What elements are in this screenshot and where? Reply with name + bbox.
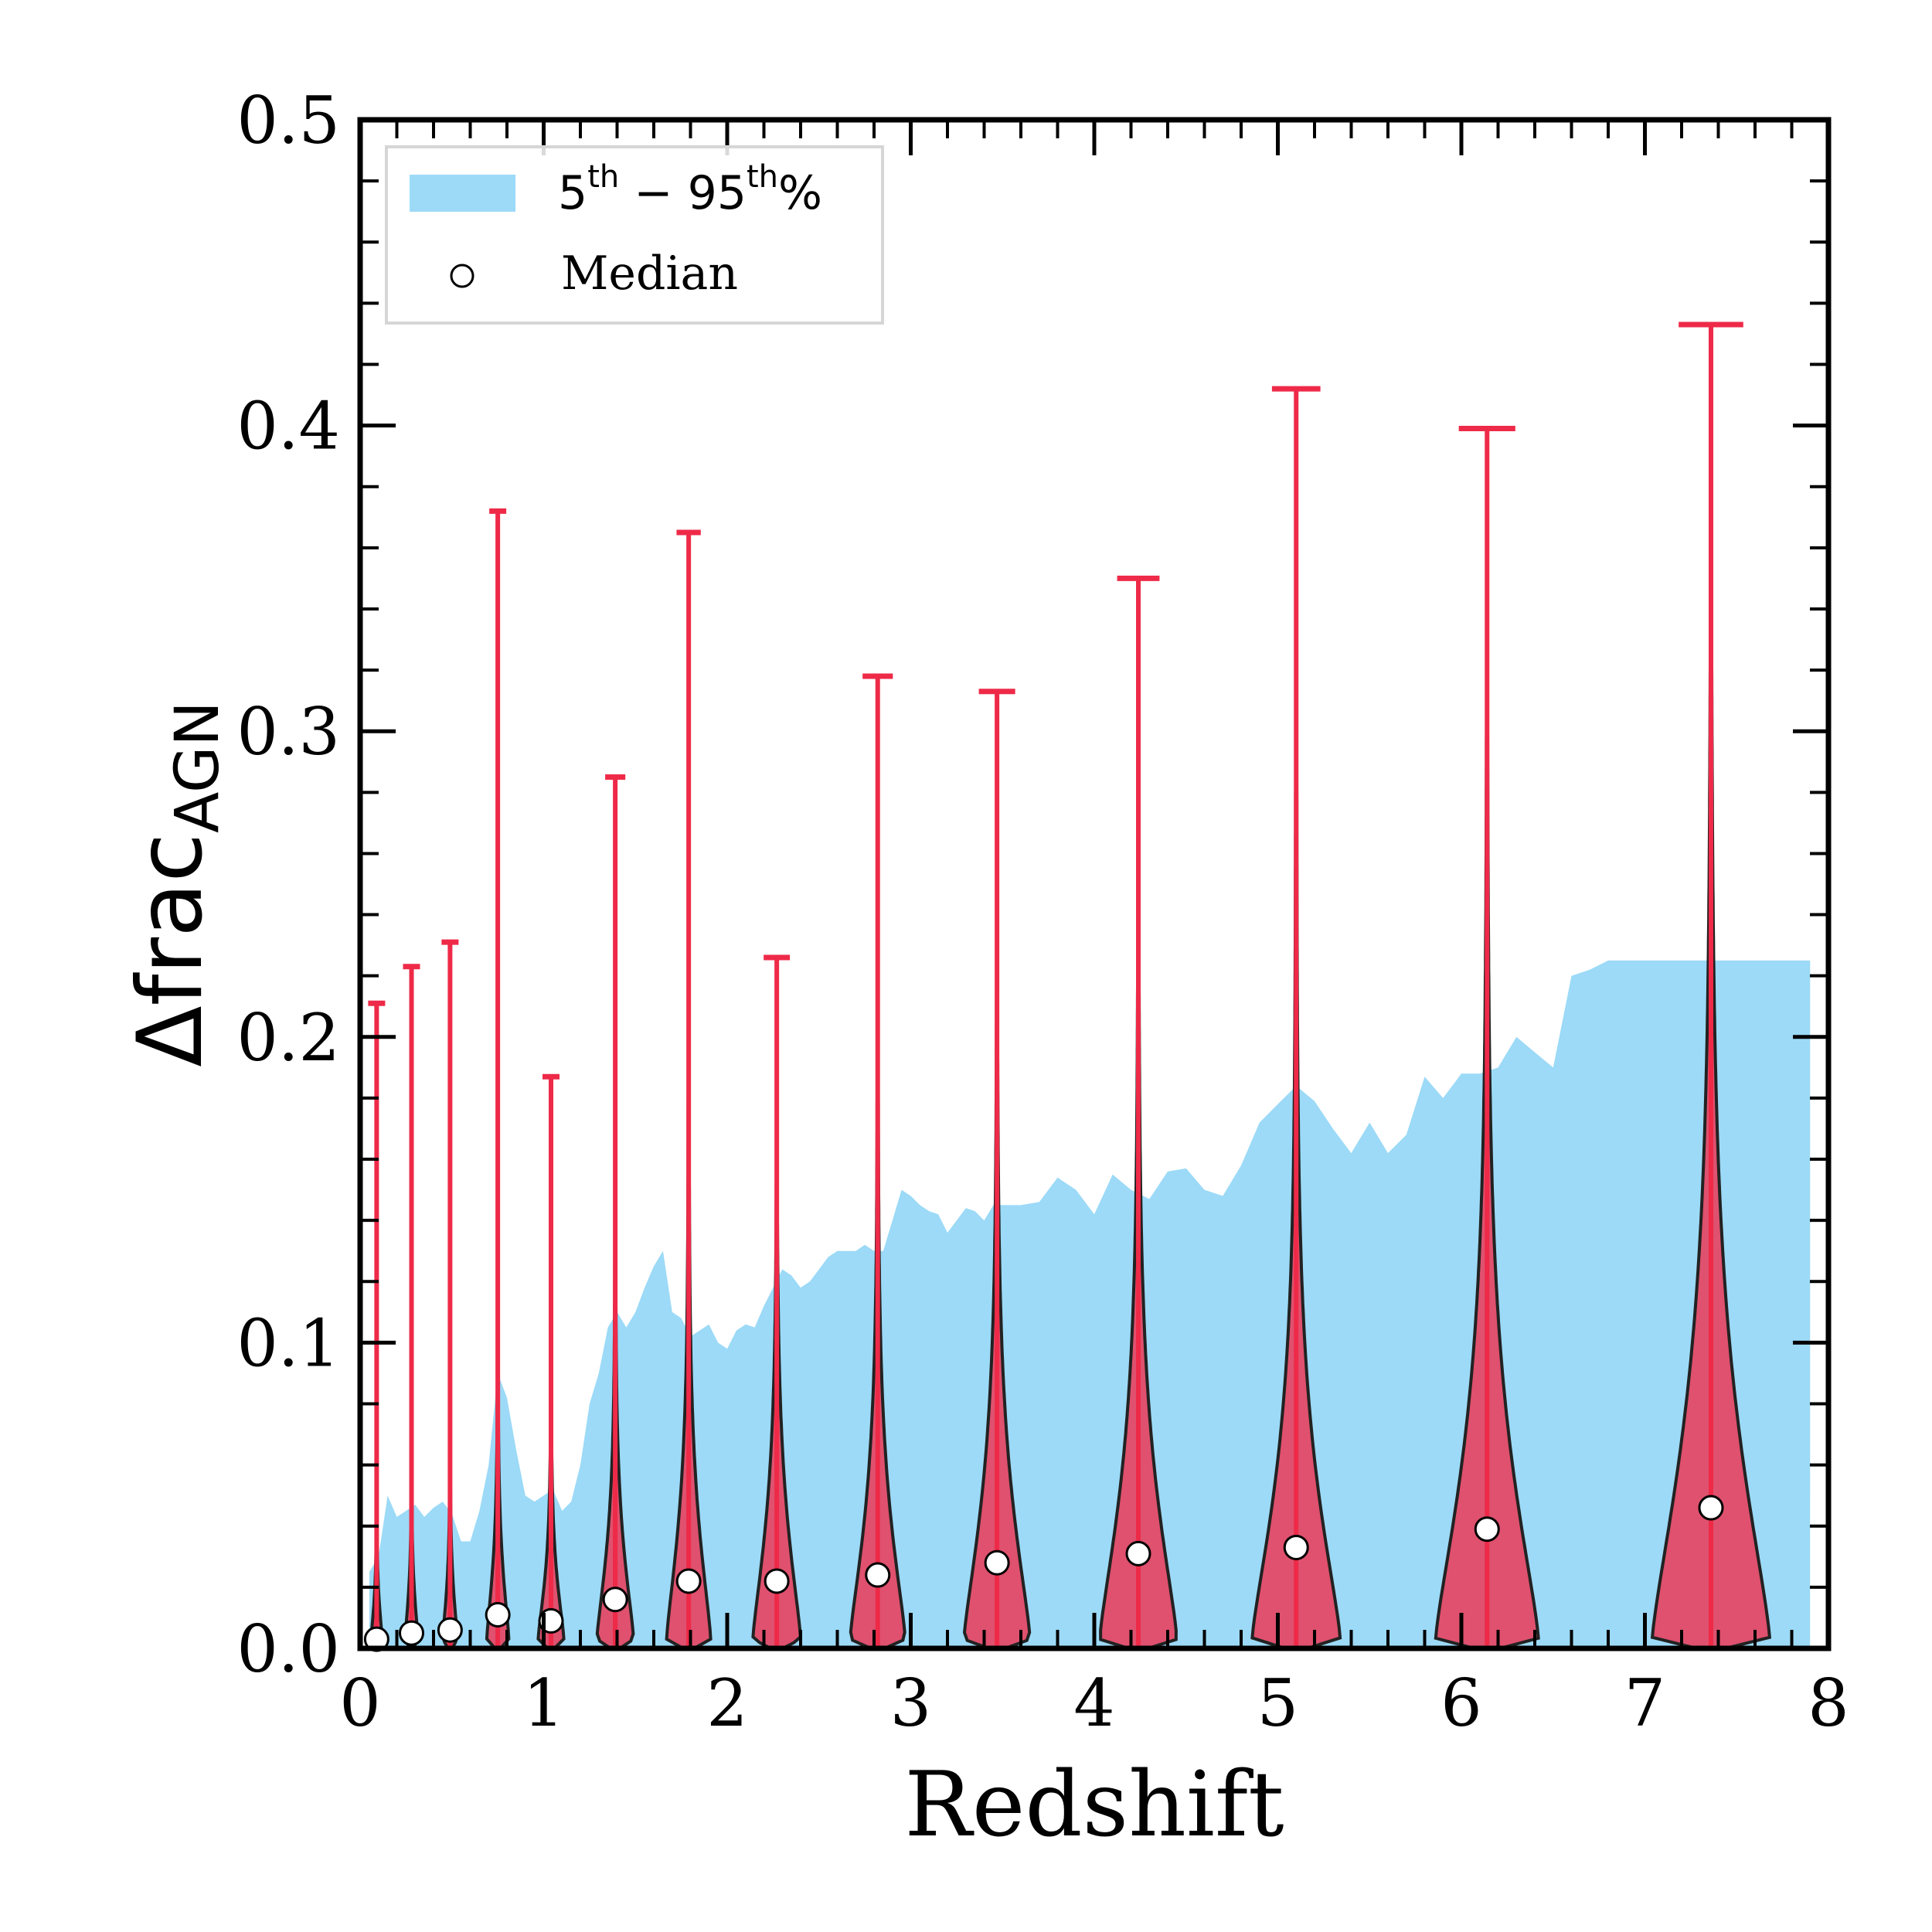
y-tick-label: 0.2 — [236, 1000, 340, 1076]
whisker-layer — [368, 321, 1743, 1648]
x-tick-label: 3 — [890, 1665, 931, 1741]
median-point — [1474, 1516, 1500, 1543]
x-tick-label: 0 — [339, 1665, 380, 1741]
median-point — [675, 1568, 702, 1594]
x-axis-title: Redshift — [904, 1753, 1284, 1857]
legend-band-swatch — [410, 175, 515, 212]
x-tick-label: 6 — [1440, 1665, 1481, 1741]
plot-frame — [357, 117, 1832, 1651]
y-tick-label: 0.1 — [236, 1305, 340, 1381]
y-axis-title: ΔfracAGN — [118, 701, 233, 1067]
median-point — [399, 1620, 424, 1646]
median-point — [437, 1617, 463, 1643]
median-point — [865, 1562, 891, 1588]
x-tick-labels: 0 1 2 3 4 5 6 7 8 — [339, 1665, 1849, 1741]
band-layer — [369, 960, 1811, 1648]
legend: 5th − 95th% Median — [385, 145, 884, 325]
y-tick-label: 0.3 — [236, 694, 340, 770]
median-point — [602, 1587, 628, 1613]
tick-layer — [358, 117, 1831, 1651]
legend-median-label: Median — [561, 247, 738, 301]
y-tick-label: 0.0 — [236, 1611, 340, 1687]
median-point — [485, 1601, 511, 1628]
x-tick-label: 4 — [1073, 1665, 1114, 1741]
x-tick-label: 7 — [1624, 1665, 1665, 1741]
y-tick-label: 0.4 — [236, 389, 340, 464]
y-tick-label: 0.5 — [236, 83, 340, 158]
legend-band-label: 5th − 95th% — [558, 159, 822, 220]
median-point — [984, 1549, 1010, 1576]
y-axis-title-sub: AGN — [163, 701, 233, 833]
median-point — [1698, 1495, 1724, 1521]
legend-median-marker — [450, 264, 474, 288]
x-tick-label: 2 — [706, 1665, 747, 1741]
median-point — [764, 1568, 790, 1594]
median-point — [1125, 1540, 1151, 1566]
median-point — [1283, 1534, 1309, 1560]
x-tick-label: 1 — [523, 1665, 564, 1741]
y-tick-labels: 0.0 0.1 0.2 0.3 0.4 0.5 — [236, 83, 340, 1687]
percentile-band — [369, 960, 1811, 1648]
x-tick-label: 5 — [1257, 1665, 1298, 1741]
x-tick-label: 8 — [1808, 1665, 1849, 1741]
y-axis-title-main: Δfrac — [118, 833, 223, 1067]
